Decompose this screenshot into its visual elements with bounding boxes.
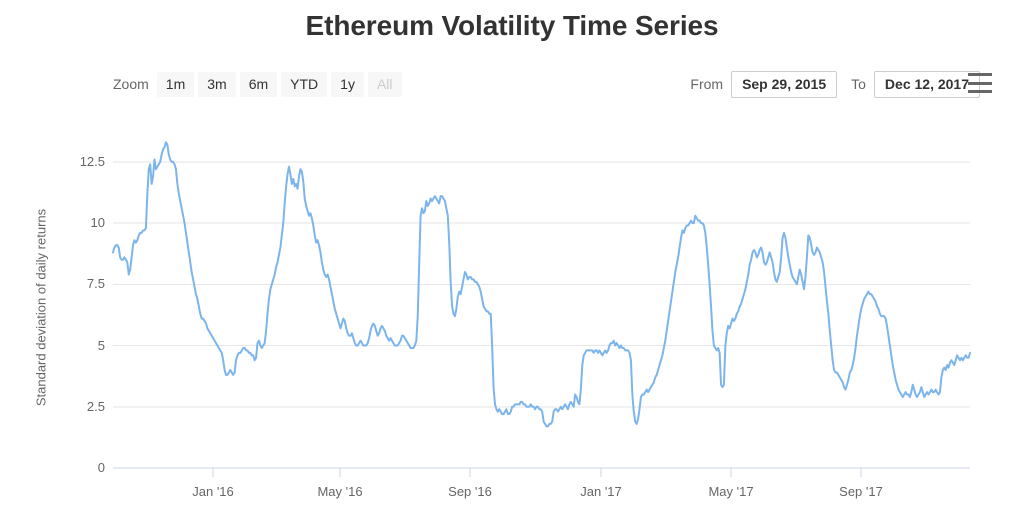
menu-bar-2 [968, 81, 992, 85]
zoom-button-ytd[interactable]: YTD [281, 71, 328, 97]
x-axis-tick-label: May '17 [708, 484, 754, 499]
zoom-label: Zoom [113, 76, 149, 92]
zoom-button-group: Zoom 1m 3m 6m YTD 1y All [113, 68, 406, 100]
x-axis-tick-label: Sep '17 [839, 484, 883, 499]
menu-bar-1 [968, 73, 992, 76]
from-date-input[interactable]: Sep 29, 2015 [731, 70, 838, 98]
y-axis-tick-label: 12.5 [79, 153, 105, 169]
menu-bar-3 [968, 90, 992, 93]
zoom-button-all[interactable]: All [367, 71, 402, 97]
to-date-input[interactable]: Dec 12, 2017 [873, 70, 980, 98]
x-axis-tick-label: Jan '16 [192, 484, 234, 499]
from-label: From [690, 76, 724, 92]
x-axis-tick-label: Jan '17 [580, 484, 622, 499]
x-axis-tick-label: May '16 [317, 484, 363, 499]
zoom-button-3m[interactable]: 3m [198, 71, 236, 97]
hamburger-menu-icon[interactable] [968, 72, 994, 94]
y-axis-title: Standard deviation of daily returns [33, 208, 49, 407]
y-axis-tick-label: 7.5 [86, 276, 105, 292]
page-title: Ethereum Volatility Time Series [305, 10, 719, 41]
y-axis-tick-label: 10 [90, 215, 105, 231]
zoom-button-1y[interactable]: 1y [331, 71, 364, 97]
zoom-button-1m[interactable]: 1m [156, 71, 195, 97]
range-selector: Zoom 1m 3m 6m YTD 1y All From Sep 29, 20… [0, 68, 1024, 100]
y-axis-tick-label: 0 [97, 460, 105, 475]
y-axis-tick-label: 5 [97, 337, 105, 353]
series-line [112, 141, 971, 428]
to-label: To [851, 76, 866, 92]
x-axis-tick-label: Sep '16 [448, 484, 492, 499]
y-axis-tick-label: 2.5 [86, 398, 105, 414]
zoom-button-6m[interactable]: 6m [239, 71, 278, 97]
date-range-group: From Sep 29, 2015 To Dec 12, 2017 [690, 68, 994, 100]
